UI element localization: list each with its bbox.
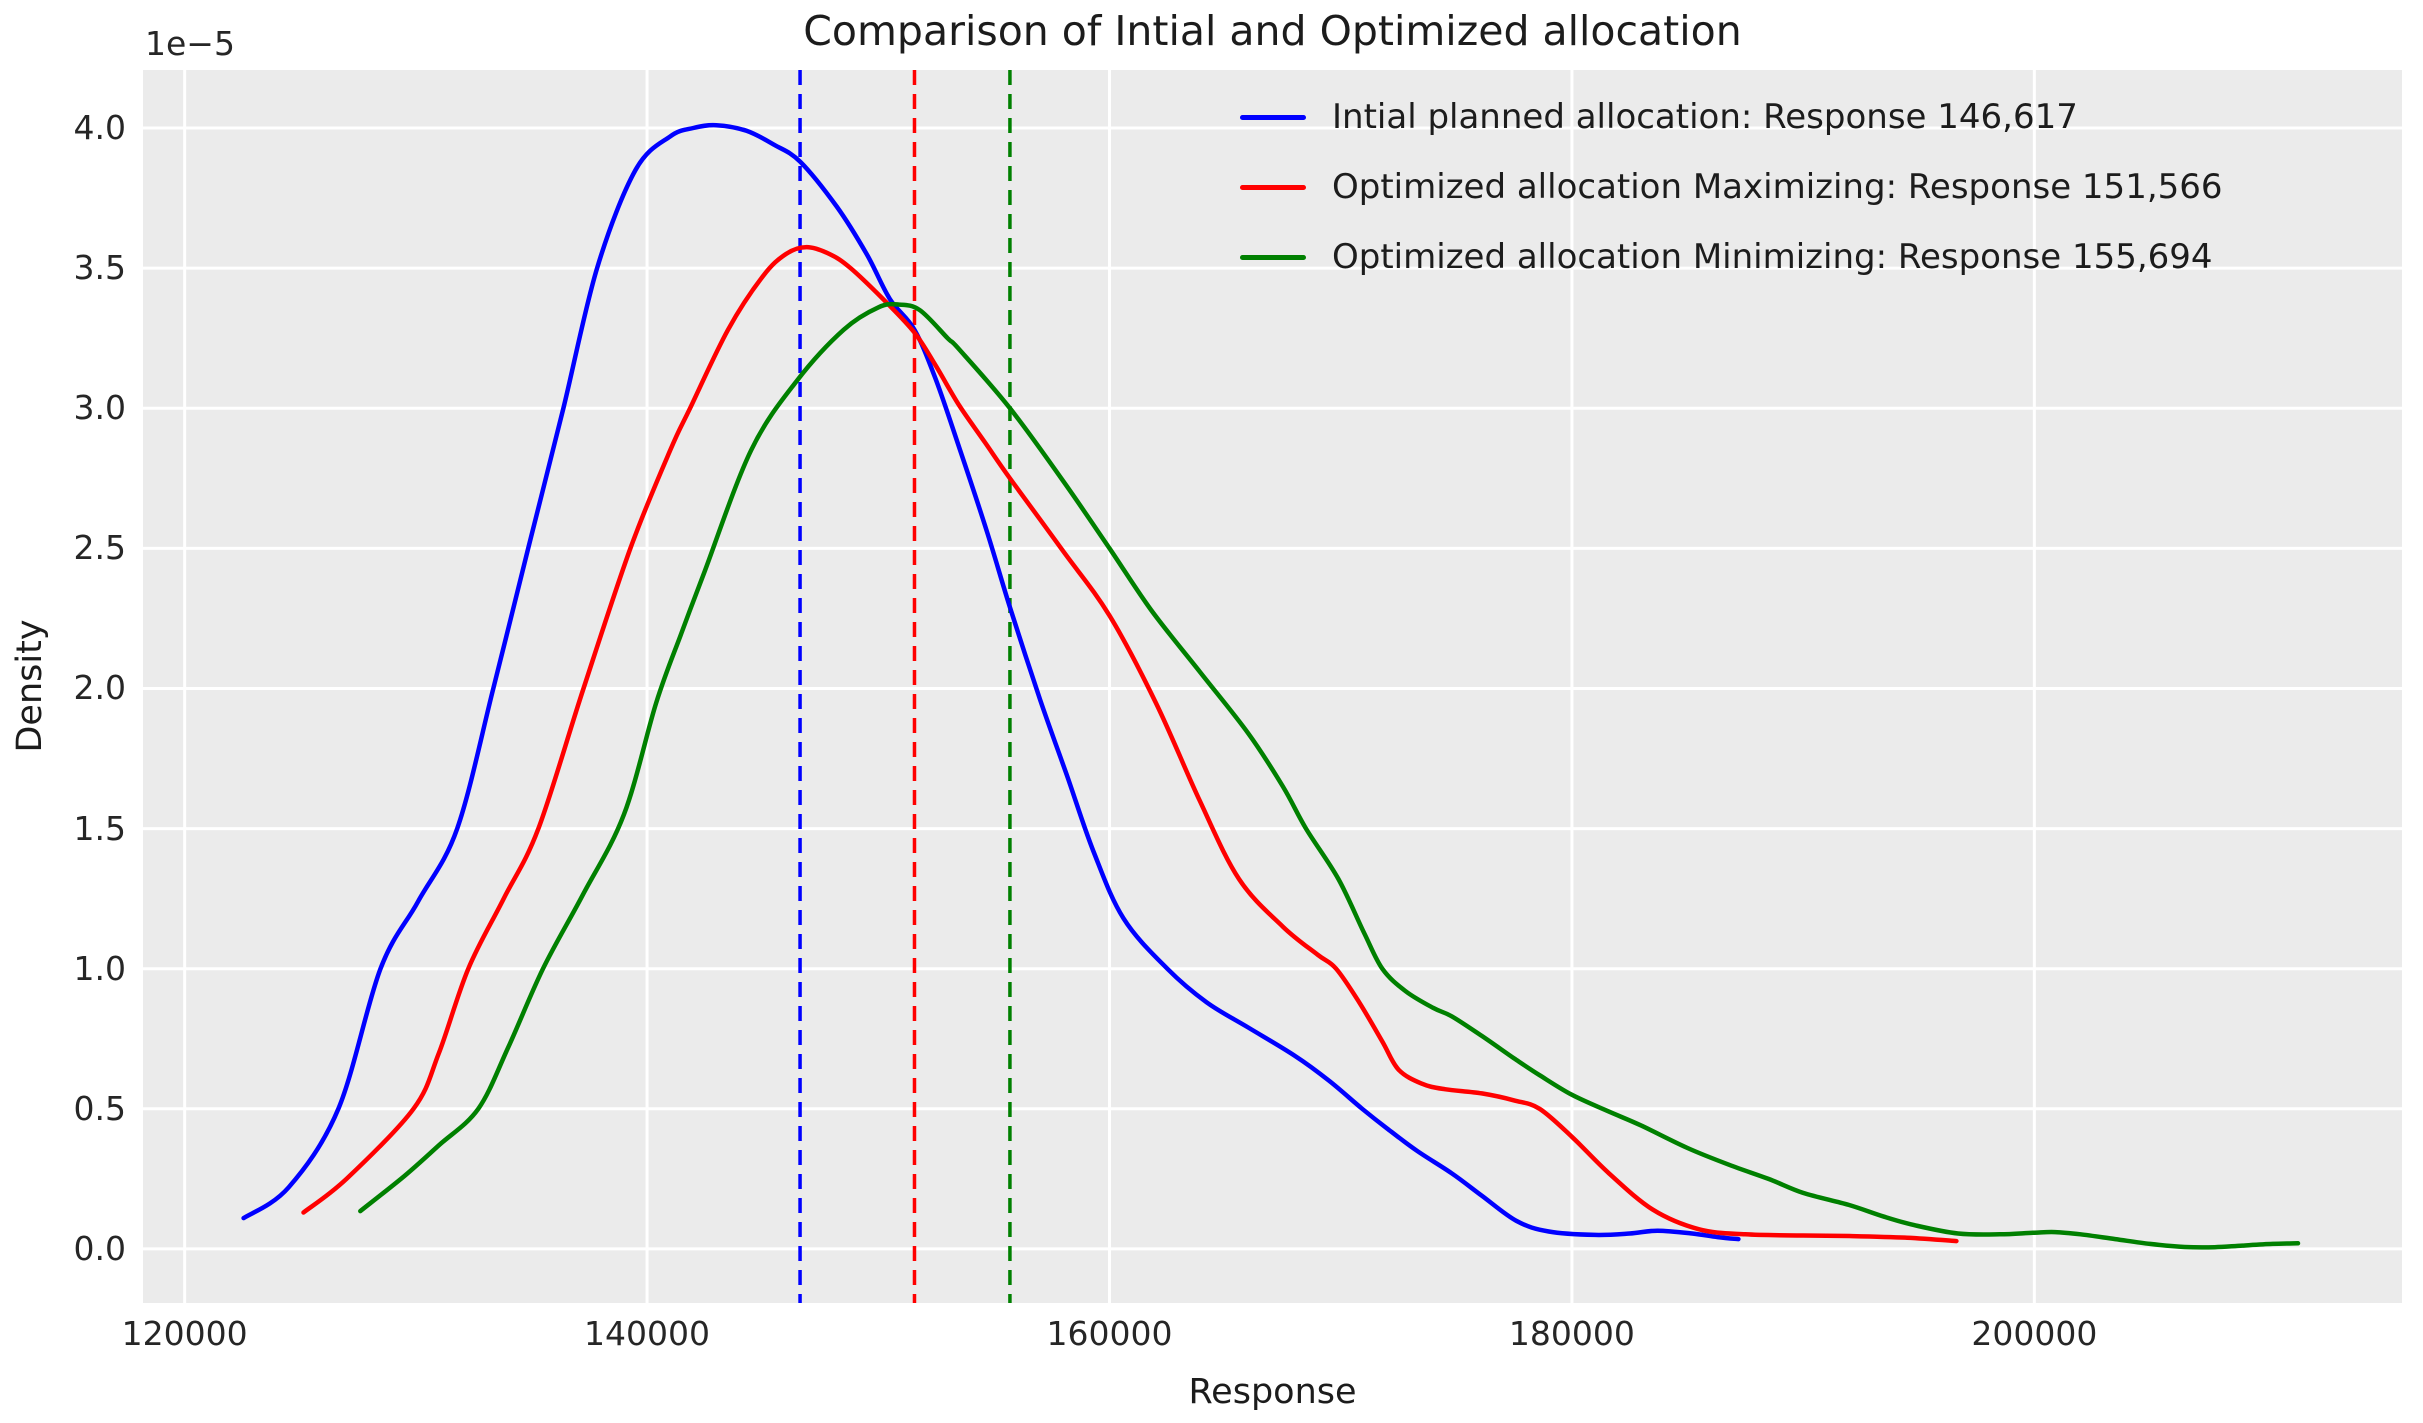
y-tick-label: 0.0 bbox=[73, 1228, 126, 1268]
kde-curve-2 bbox=[358, 301, 2301, 1250]
kde-curve-1 bbox=[301, 244, 1959, 1244]
y-tick-label: 0.5 bbox=[73, 1088, 126, 1128]
x-tick-label: 160000 bbox=[1046, 1314, 1173, 1353]
y-tick-label: 1.0 bbox=[73, 948, 126, 988]
x-tick-label: 120000 bbox=[121, 1314, 248, 1353]
y-tick-label: 3.5 bbox=[73, 248, 126, 288]
legend-item: Intial planned allocation: Response 146,… bbox=[1240, 82, 2223, 152]
legend-label: Intial planned allocation: Response 146,… bbox=[1332, 97, 2078, 137]
y-tick-label: 4.0 bbox=[73, 108, 126, 147]
legend-line-sample bbox=[1240, 184, 1306, 190]
legend-item: Optimized allocation Minimizing: Respons… bbox=[1240, 222, 2223, 292]
y-tick-label: 3.0 bbox=[73, 388, 126, 428]
y-tick-label: 2.0 bbox=[73, 668, 126, 708]
y-axis-offset-label: 1e−5 bbox=[145, 24, 235, 63]
y-tick-label: 1.5 bbox=[73, 808, 126, 848]
legend-label: Optimized allocation Maximizing: Respons… bbox=[1332, 167, 2223, 207]
y-axis-label: Density bbox=[10, 619, 50, 753]
legend-label: Optimized allocation Minimizing: Respons… bbox=[1332, 237, 2213, 277]
legend-line-sample bbox=[1240, 114, 1306, 120]
legend-line-sample bbox=[1240, 254, 1306, 260]
x-tick-label: 180000 bbox=[1508, 1314, 1635, 1353]
x-tick-label: 140000 bbox=[584, 1314, 711, 1353]
kde-plot-canvas bbox=[143, 70, 2402, 1303]
legend-item: Optimized allocation Maximizing: Respons… bbox=[1240, 152, 2223, 222]
chart-title: Comparison of Intial and Optimized alloc… bbox=[803, 7, 1742, 55]
x-tick-label: 200000 bbox=[1971, 1314, 2098, 1353]
plot-area bbox=[143, 70, 2402, 1303]
x-axis-label: Response bbox=[1188, 1372, 1357, 1412]
legend: Intial planned allocation: Response 146,… bbox=[1240, 82, 2223, 292]
kde-curve-0 bbox=[241, 122, 1741, 1242]
y-tick-label: 2.5 bbox=[73, 528, 126, 568]
